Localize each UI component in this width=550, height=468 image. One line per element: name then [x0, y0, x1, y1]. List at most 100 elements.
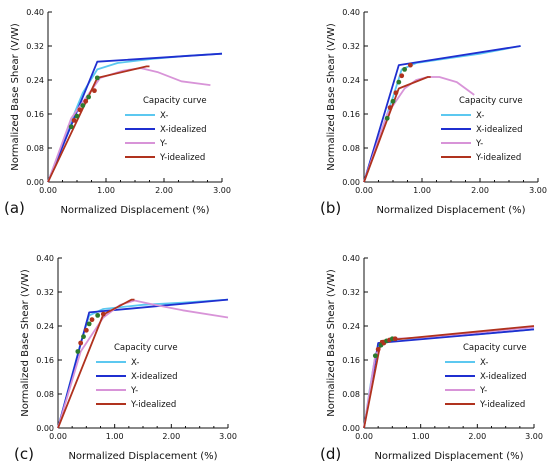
data-point	[71, 117, 77, 123]
x-tick-label: 0.00	[355, 432, 373, 441]
y-tick-label: 0.16	[342, 356, 360, 365]
x-tick-label: 1.00	[413, 186, 431, 195]
data-point	[80, 103, 86, 108]
x-tick-label: 1.00	[97, 186, 115, 195]
x-axis-label: Normalized Displacement (%)	[374, 451, 523, 462]
x-tick-label: 0.00	[39, 186, 57, 195]
x-tick-label: 3.00	[525, 432, 543, 441]
x-tick-label: 2.00	[471, 186, 489, 195]
legend-label: X-idealized	[160, 125, 206, 135]
y-tick-label: 0.08	[36, 390, 54, 399]
data-point	[384, 115, 390, 121]
y-axis-label: Normalized Base Shear (V/W)	[326, 23, 337, 171]
x-tick-label: 3.00	[213, 186, 231, 195]
y-tick-label: 0.08	[342, 390, 360, 399]
legend: Capacity curve X- X-idealized Y- Y-idealized	[441, 96, 523, 163]
legend-label: Y-	[159, 139, 167, 149]
x-tick-label: 1.00	[106, 432, 124, 441]
legend-label: X-idealized	[476, 125, 522, 135]
series-line-yidealized	[363, 325, 535, 429]
data-point	[75, 349, 81, 354]
x-tick-label: 2.00	[162, 432, 180, 441]
data-point	[77, 107, 83, 113]
x-axis-label: Normalized Displacement (%)	[60, 205, 209, 216]
data-point	[100, 311, 106, 317]
chart-panel-1: 0.00 0.08 0.16 0.24 0.32 0.40 0.00 1.00 2.00 3.00…	[4, 8, 231, 217]
y-axis-label: Normalized Base Shear (V/W)	[10, 23, 21, 171]
y-tick-label: 0.16	[36, 356, 54, 365]
legend-label: X-	[480, 358, 488, 368]
x-tick-label: 3.00	[219, 432, 237, 441]
y-tick-label: 0.24	[342, 322, 360, 331]
data-point	[375, 346, 381, 352]
panel-letter: (c)	[14, 445, 34, 463]
legend-label: Y-idealized	[479, 400, 525, 410]
legend-label: Y-	[475, 139, 483, 149]
legend-title: Capacity curve	[143, 96, 207, 106]
legend-label: X-idealized	[131, 372, 177, 382]
data-point	[95, 312, 101, 318]
data-point	[81, 334, 86, 340]
y-tick-label: 0.24	[36, 322, 54, 331]
y-tick-label: 0.08	[26, 144, 44, 153]
x-tick-label: 3.00	[529, 186, 547, 195]
series-line-yidealized	[47, 65, 150, 183]
y-tick-label: 0.08	[342, 144, 360, 153]
y-tick-label: 0.00	[36, 424, 54, 433]
y-tick-label: 0.16	[342, 110, 360, 119]
panel-letter: (d)	[320, 445, 341, 463]
legend-title: Capacity curve	[459, 96, 523, 106]
chart-panel-3: 0.00 0.08 0.16 0.24 0.32 0.40 0.00 1.00 2.00 3.00…	[14, 254, 237, 463]
y-axis-label: Normalized Base Shear (V/W)	[326, 269, 337, 417]
data-point	[402, 66, 407, 72]
x-axis-label: Normalized Displacement (%)	[68, 451, 217, 462]
y-tick-label: 0.24	[26, 76, 44, 85]
data-point	[390, 98, 396, 104]
series-line-yidealized	[363, 76, 431, 183]
y-tick-label: 0.00	[342, 424, 360, 433]
legend-label: Y-idealized	[159, 153, 205, 163]
y-axis-label: Normalized Base Shear (V/W)	[20, 269, 31, 417]
x-tick-label: 1.00	[412, 432, 430, 441]
data-point	[92, 88, 97, 94]
series-line-xidealized	[363, 45, 521, 183]
data-point	[387, 105, 393, 111]
y-tick-label: 0.32	[26, 42, 44, 51]
data-point	[89, 317, 95, 323]
legend-label: Y-idealized	[475, 153, 521, 163]
data-point	[94, 75, 100, 81]
legend: Capacity curve X- X-idealized Y- Y-idealized	[445, 343, 527, 410]
data-point	[396, 79, 402, 85]
legend-label: Y-idealized	[130, 400, 176, 410]
data-point	[86, 94, 91, 100]
panel-letter: (b)	[320, 199, 341, 217]
series-line-yidealized	[57, 298, 135, 429]
panel-letter: (a)	[4, 199, 25, 217]
legend-label: Y-	[130, 386, 138, 396]
y-tick-label: 0.24	[342, 76, 360, 85]
y-tick-label: 0.16	[26, 110, 44, 119]
series-line-xidealized	[57, 298, 229, 429]
legend: Capacity curve X- X-idealized Y- Y-idealized	[125, 96, 207, 163]
data-point	[392, 336, 398, 342]
y-tick-label: 0.40	[342, 254, 360, 263]
data-point	[68, 124, 74, 130]
chart-panel-2: 0.00 0.08 0.16 0.24 0.32 0.40 0.00 1.00 2.00 3.00…	[320, 8, 547, 217]
y-tick-label: 0.32	[36, 288, 54, 297]
y-tick-label: 0.40	[36, 254, 54, 263]
legend-title: Capacity curve	[114, 343, 178, 353]
x-tick-label: 2.00	[468, 432, 486, 441]
x-tick-label: 0.00	[355, 186, 373, 195]
data-point	[74, 113, 80, 119]
legend-label: X-	[160, 111, 168, 121]
legend-label: Y-	[479, 386, 487, 396]
legend-title: Capacity curve	[463, 343, 527, 353]
legend-label: X-idealized	[480, 372, 526, 382]
y-tick-label: 0.00	[26, 178, 44, 187]
data-point	[83, 327, 89, 333]
data-point	[393, 90, 399, 96]
legend-label: X-	[131, 358, 139, 368]
x-tick-label: 0.00	[49, 432, 67, 441]
data-point	[83, 98, 89, 104]
